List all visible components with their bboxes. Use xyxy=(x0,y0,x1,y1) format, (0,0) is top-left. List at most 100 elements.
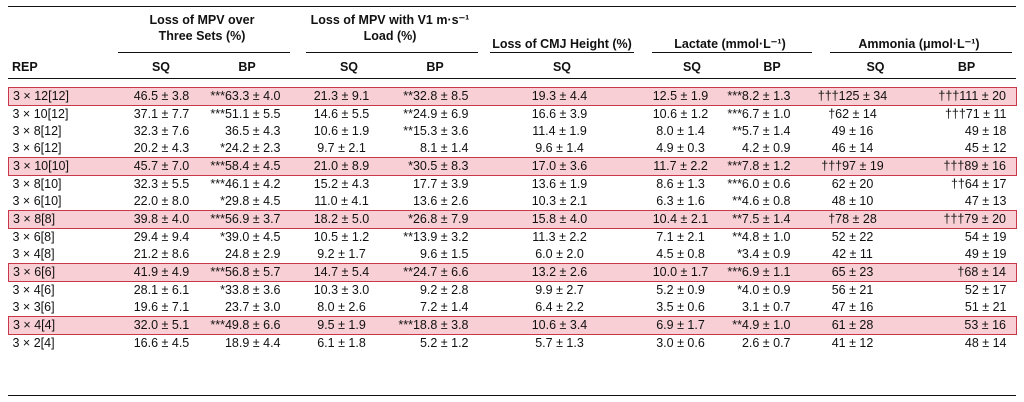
cell-ammonia-bp: 49 ± 19 xyxy=(964,247,1007,261)
cell-v1-bp: 5.2 ± 1.2 xyxy=(419,336,469,350)
subheader-v1-sq: SQ xyxy=(339,60,359,74)
cell-v1-sq: 21.3 ± 9.1 xyxy=(290,87,393,106)
cell-lactate-sq: 8.0 ± 1.4 xyxy=(656,124,705,138)
cell-ammonia-bp: †††79 ± 20 xyxy=(904,210,1017,229)
cell-mpv-bp: 24.8 ± 2.9 xyxy=(224,247,281,261)
cell-mpv-sq: 32.3 ± 5.5 xyxy=(133,177,190,191)
cell-cmj-sq: 13.2 ± 2.6 xyxy=(478,263,641,282)
cell-rep: 3 × 10[10] xyxy=(8,157,119,176)
cell-v1-bp: **32.8 ± 8.5 xyxy=(392,87,479,106)
cell-lactate-bp: **7.5 ± 1.4 xyxy=(720,210,801,229)
cell-ammonia-sq: 52 ± 22 xyxy=(831,230,874,244)
cell-mpv-bp: ***63.3 ± 4.0 xyxy=(204,87,291,106)
cell-v1-bp: 9.2 ± 2.8 xyxy=(419,283,469,297)
header-mpv-v1-load: Loss of MPV with V1 m·s⁻¹ Load (%) xyxy=(300,12,480,44)
table-row: 3 × 4[8] 21.2 ± 8.6 24.8 ± 2.9 9.2 ± 1.7 9.6… xyxy=(9,246,1017,264)
cell-mpv-sq: 37.1 ± 7.7 xyxy=(133,107,190,121)
table-row-highlighted: 3 × 12[12] 46.5 ± 3.8 ***63.3 ± 4.0 21.3 ± … xyxy=(8,87,1017,106)
cell-cmj-sq: 9.9 ± 2.7 xyxy=(535,283,584,297)
subheader-ammonia-sq: SQ xyxy=(866,60,885,74)
cell-cmj-sq: 6.0 ± 2.0 xyxy=(535,247,584,261)
header-mpv-line2: Three Sets (%) xyxy=(158,29,246,43)
cell-ammonia-sq: †78 ± 28 xyxy=(800,210,905,229)
cell-mpv-bp: *39.0 ± 4.5 xyxy=(220,230,281,244)
subheader-cmj-sq: SQ xyxy=(552,60,572,74)
cell-cmj-sq: 9.6 ± 1.4 xyxy=(535,141,584,155)
cell-cmj-sq: 10.6 ± 3.4 xyxy=(478,316,641,335)
cell-ammonia-bp: 48 ± 14 xyxy=(964,336,1007,350)
cell-ammonia-bp: 49 ± 18 xyxy=(964,124,1007,138)
cell-rep: 3 × 4[6] xyxy=(12,283,55,297)
group-rule-ammonia xyxy=(830,52,1012,53)
cell-lactate-sq: 4.5 ± 0.8 xyxy=(656,247,705,261)
cell-rep: 3 × 10[12] xyxy=(12,107,69,121)
cell-ammonia-bp: 51 ± 21 xyxy=(964,300,1007,314)
cell-rep: 3 × 6[6] xyxy=(8,263,119,282)
table-row-highlighted: 3 × 8[8] 39.8 ± 4.0 ***56.9 ± 3.7 18.2 ± 5.… xyxy=(8,210,1017,229)
cell-lactate-sq: 10.0 ± 1.7 xyxy=(640,263,721,282)
subheader-mpv-sq: SQ xyxy=(151,60,171,74)
cell-mpv-bp: ***51.1 ± 5.5 xyxy=(210,107,281,121)
cell-lactate-sq: 7.1 ± 2.1 xyxy=(656,230,705,244)
table-row: 3 × 8[10] 32.3 ± 5.5 ***46.1 ± 4.2 15.2 ± 4… xyxy=(9,176,1017,194)
group-rule-cmj xyxy=(490,52,634,53)
cell-mpv-sq: 32.0 ± 5.1 xyxy=(118,316,205,335)
cell-rep: 3 × 6[12] xyxy=(12,141,62,155)
cell-ammonia-bp: 54 ± 19 xyxy=(964,230,1007,244)
header-ammonia: Ammonia (μmol·L⁻¹) xyxy=(858,37,980,51)
table-row: 3 × 6[8] 29.4 ± 9.4 *39.0 ± 4.5 10.5 ± 1.2 *… xyxy=(9,229,1017,247)
cell-v1-sq: 14.7 ± 5.4 xyxy=(290,263,393,282)
cell-v1-bp: 7.2 ± 1.4 xyxy=(419,300,469,314)
header-v1-line2: Load (%) xyxy=(363,29,417,43)
cell-mpv-sq: 21.2 ± 8.6 xyxy=(133,247,190,261)
cell-lactate-sq: 6.3 ± 1.6 xyxy=(656,194,705,208)
header-lactate: Lactate (mmol·L⁻¹) xyxy=(674,37,786,51)
cell-ammonia-sq: †62 ± 14 xyxy=(828,107,877,121)
cell-v1-bp: 13.6 ± 2.6 xyxy=(412,194,469,208)
cell-cmj-sq: 10.3 ± 2.1 xyxy=(531,194,588,208)
cell-cmj-sq: 5.7 ± 1.3 xyxy=(535,336,584,350)
cell-mpv-bp: ***49.8 ± 6.6 xyxy=(204,316,291,335)
cell-lactate-bp: ***6.9 ± 1.1 xyxy=(720,263,801,282)
cell-lactate-bp: 3.1 ± 0.7 xyxy=(741,300,791,314)
data-table: 3 × 12[12] 46.5 ± 3.8 ***63.3 ± 4.0 21.3 ± … xyxy=(8,87,1017,352)
table-row: 3 × 4[6] 28.1 ± 6.1 *33.8 ± 3.6 10.3 ± 3.0 9… xyxy=(9,282,1017,300)
cell-rep: 3 × 8[8] xyxy=(8,210,119,229)
cell-ammonia-bp: 45 ± 12 xyxy=(964,141,1007,155)
cell-ammonia-sq: 65 ± 23 xyxy=(800,263,905,282)
cell-cmj-sq: 16.6 ± 3.9 xyxy=(531,107,588,121)
cell-ammonia-sq: 46 ± 14 xyxy=(831,141,874,155)
cell-lactate-bp: **4.6 ± 0.8 xyxy=(732,194,791,208)
cell-lactate-bp: ***6.0 ± 0.6 xyxy=(727,177,791,191)
table-row: 3 × 6[10] 22.0 ± 8.0 *29.8 ± 4.5 11.0 ± 4.1… xyxy=(9,193,1017,211)
cell-mpv-bp: ***58.4 ± 4.5 xyxy=(204,157,291,176)
cell-mpv-sq: 20.2 ± 4.3 xyxy=(133,141,190,155)
cell-v1-sq: 10.5 ± 1.2 xyxy=(313,230,370,244)
table-bottom-rule xyxy=(8,395,1016,396)
table-row-highlighted: 3 × 6[6] 41.9 ± 4.9 ***56.8 ± 5.7 14.7 ± 5.… xyxy=(8,263,1017,282)
cell-ammonia-sq: 56 ± 21 xyxy=(831,283,874,297)
table-top-rule xyxy=(8,6,1016,7)
cell-v1-sq: 10.6 ± 1.9 xyxy=(313,124,370,138)
cell-lactate-bp: **4.9 ± 1.0 xyxy=(720,316,801,335)
cell-mpv-sq: 16.6 ± 4.5 xyxy=(133,336,190,350)
cell-lactate-sq: 10.6 ± 1.2 xyxy=(652,107,709,121)
subheader-lactate-bp: BP xyxy=(763,60,781,74)
cell-ammonia-bp: 52 ± 17 xyxy=(964,283,1007,297)
cell-v1-bp: *30.5 ± 8.3 xyxy=(392,157,479,176)
cell-mpv-bp: ***56.8 ± 5.7 xyxy=(204,263,291,282)
cell-v1-bp: *26.8 ± 7.9 xyxy=(392,210,479,229)
cell-rep: 3 × 8[10] xyxy=(12,177,62,191)
cell-cmj-sq: 11.3 ± 2.2 xyxy=(532,230,587,244)
table-row: 3 × 6[12] 20.2 ± 4.3 *24.2 ± 2.3 9.7 ± 2.1 8… xyxy=(9,140,1017,158)
subheader-ammonia-bp: BP xyxy=(957,60,976,74)
cell-lactate-sq: 12.5 ± 1.9 xyxy=(640,87,721,106)
header-mpv-three-sets: Loss of MPV over Three Sets (%) xyxy=(112,12,292,44)
cell-rep: 3 × 2[4] xyxy=(12,336,55,350)
cell-ammonia-bp: 47 ± 13 xyxy=(964,194,1007,208)
cell-mpv-sq: 39.8 ± 4.0 xyxy=(118,210,205,229)
cell-lactate-bp: 2.6 ± 0.7 xyxy=(741,336,791,350)
cell-cmj-sq: 13.6 ± 1.9 xyxy=(531,177,588,191)
cell-rep: 3 × 8[12] xyxy=(12,124,62,138)
